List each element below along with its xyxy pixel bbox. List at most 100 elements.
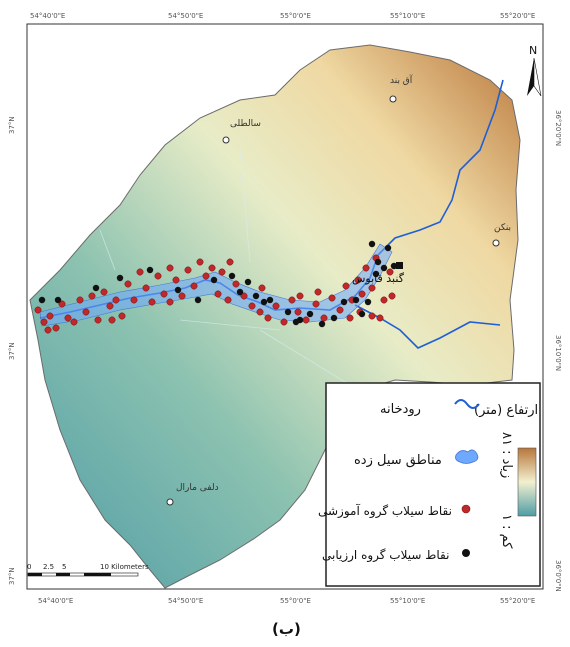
training-point-0	[34, 306, 42, 314]
validation-point-27	[296, 316, 304, 324]
training-point-39	[280, 318, 288, 326]
validation-point-5	[174, 286, 182, 294]
coord-labels-bottom: 54°40'0"E 54°50'0"E 55°0'0"E 55°10'0"E 5…	[38, 597, 535, 605]
coord-right-3: 36°0'0"N	[554, 560, 562, 592]
validation-point-18	[352, 296, 360, 304]
validation-point-7	[210, 276, 218, 284]
legend-flooded-icon	[455, 449, 479, 464]
validation-point-23	[390, 262, 398, 270]
training-point-19	[148, 298, 156, 306]
training-point-65	[296, 292, 304, 300]
training-point-21	[160, 290, 168, 298]
validation-point-17	[340, 298, 348, 306]
coord-labels-top: 54°40'0"E 54°50'0"E 55°0'0"E 55°10'0"E 5…	[30, 12, 535, 20]
coord-bottom-1: 54°40'0"E	[38, 597, 73, 605]
training-point-3	[52, 324, 60, 332]
training-point-43	[312, 300, 320, 308]
training-point-34	[240, 292, 248, 300]
validation-point-16	[330, 314, 338, 322]
town-marker-icon	[389, 95, 397, 103]
town-label: سالطلی	[230, 119, 261, 129]
training-point-22	[166, 264, 174, 272]
validation-point-15	[318, 320, 326, 328]
training-point-27	[196, 258, 204, 266]
training-point-25	[184, 266, 192, 274]
training-point-23	[172, 276, 180, 284]
validation-point-0	[38, 296, 46, 304]
training-point-15	[124, 280, 132, 288]
legend-training-icon	[461, 504, 471, 514]
training-point-54	[380, 296, 388, 304]
legend-elevation-low: کم : ۱	[499, 514, 514, 549]
validation-point-10	[252, 292, 260, 300]
validation-point-11	[266, 296, 274, 304]
town-dalli-maral: دلفی مارال	[166, 483, 219, 506]
legend-flooded-label: مناطق سیل زده	[354, 453, 442, 468]
training-point-8	[82, 308, 90, 316]
town-saltoli: سالطلی	[222, 119, 261, 144]
validation-point-19	[364, 298, 372, 306]
training-point-6	[70, 318, 78, 326]
validation-point-20	[374, 258, 382, 266]
legend-box	[325, 382, 541, 587]
legend-validation-icon	[462, 549, 470, 557]
training-point-18	[142, 284, 150, 292]
validation-point-layer	[38, 240, 398, 328]
legend-river-icon	[454, 399, 480, 409]
training-point-44	[320, 314, 328, 322]
coord-bottom-3: 55°0'0"E	[280, 597, 311, 605]
coord-labels-left: 37°N 37°N 37°N	[8, 116, 16, 585]
validation-point-22	[384, 244, 392, 252]
scale-tick-0: 0	[27, 563, 31, 571]
training-point-55	[368, 312, 376, 320]
coord-bottom-2: 54°50'0"E	[168, 597, 203, 605]
validation-point-24	[368, 240, 376, 248]
coord-labels-right: 36°20'0"N 36°10'0"N 36°0'0"N	[554, 110, 562, 592]
validation-point-4	[146, 266, 154, 274]
coord-top-1: 54°40'0"E	[30, 12, 65, 20]
training-point-67	[346, 314, 354, 322]
training-point-33	[232, 280, 240, 288]
coord-right-2: 36°10'0"N	[554, 335, 562, 371]
training-point-42	[302, 316, 310, 324]
training-point-layer	[34, 254, 396, 334]
coord-bottom-4: 55°10'0"E	[390, 597, 425, 605]
scale-tick-2-5: 2.5	[43, 563, 54, 571]
north-arrow-icon: N	[527, 44, 542, 97]
training-point-10	[94, 316, 102, 324]
training-point-66	[314, 288, 322, 296]
validation-point-3	[116, 274, 124, 282]
tributaries	[99, 149, 351, 386]
coord-bottom-5: 55°20'0"E	[500, 597, 535, 605]
training-point-20	[154, 272, 162, 280]
training-point-26	[190, 282, 198, 290]
validation-point-29	[244, 278, 252, 286]
training-point-50	[358, 290, 366, 298]
validation-point-28	[260, 298, 268, 306]
training-point-36	[256, 308, 264, 316]
legend-river-label: رودخانه	[380, 402, 421, 417]
validation-point-25	[372, 270, 380, 278]
map-border	[26, 23, 544, 590]
coord-top-3: 55°0'0"E	[280, 12, 311, 20]
training-point-7	[76, 296, 84, 304]
training-point-59	[388, 292, 396, 300]
town-marker-icon	[222, 136, 230, 144]
training-point-61	[108, 316, 116, 324]
training-point-32	[224, 296, 232, 304]
validation-point-6	[194, 296, 202, 304]
training-point-11	[100, 288, 108, 296]
training-point-57	[376, 314, 384, 322]
training-point-45	[328, 294, 336, 302]
training-point-30	[214, 290, 222, 298]
training-point-5	[64, 314, 72, 322]
training-point-58	[386, 268, 394, 276]
training-point-12	[106, 302, 114, 310]
figure-caption: (ب)	[272, 620, 301, 638]
validation-point-8	[228, 272, 236, 280]
legend-training-label: نقاط سیلاب گروه آموزشی	[318, 503, 452, 519]
coord-right-1: 36°20'0"N	[554, 110, 562, 146]
town-ankhon: بنکن	[492, 223, 511, 247]
town-gonbad: گنبد قابوس	[352, 262, 405, 285]
